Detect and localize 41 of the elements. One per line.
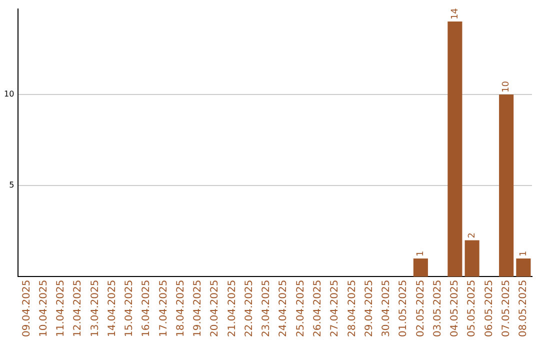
x-tick-label: 08.05.2025 xyxy=(518,280,530,338)
x-tick-label: 21.04.2025 xyxy=(226,280,238,338)
x-tick-label: 18.04.2025 xyxy=(175,280,186,338)
y-tick-label: 5 xyxy=(9,180,14,190)
x-tick-label: 10.04.2025 xyxy=(38,280,50,338)
x-tick-label: 17.04.2025 xyxy=(158,280,170,338)
x-tick-label: 01.05.2025 xyxy=(398,280,410,338)
data-label: 1 xyxy=(416,250,426,257)
x-tick-label: 02.05.2025 xyxy=(415,280,426,338)
x-tick-label: 07.05.2025 xyxy=(500,280,512,338)
x-tick-label: 05.05.2025 xyxy=(466,280,478,338)
x-tick-label: 06.05.2025 xyxy=(484,280,495,338)
data-label: 2 xyxy=(467,232,478,238)
x-tick-label: 14.04.2025 xyxy=(106,280,118,338)
x-tick-label: 22.04.2025 xyxy=(244,280,255,338)
x-tick-label: 20.04.2025 xyxy=(210,280,221,338)
x-tick-label: 27.04.2025 xyxy=(330,280,341,338)
x-tick-label: 19.04.2025 xyxy=(192,280,204,338)
x-tick-label: 15.04.2025 xyxy=(124,280,136,338)
x-tick-label: 11.04.2025 xyxy=(56,280,67,338)
bar xyxy=(516,258,531,277)
x-tick-label: 30.04.2025 xyxy=(381,280,392,338)
x-tick-label: 04.05.2025 xyxy=(450,280,461,338)
data-label: 10 xyxy=(502,80,512,92)
bar xyxy=(464,240,480,277)
x-tick-label: 28.04.2025 xyxy=(346,280,358,338)
x-tick-label: 24.04.2025 xyxy=(278,280,290,338)
x-tick-label: 03.05.2025 xyxy=(432,280,444,338)
x-tick-label: 25.04.2025 xyxy=(295,280,306,338)
x-tick-label: 16.04.2025 xyxy=(141,280,152,338)
x-tick-label: 09.04.2025 xyxy=(21,280,32,338)
data-label: 1 xyxy=(518,250,529,257)
bar xyxy=(499,94,514,277)
bar xyxy=(413,258,428,277)
x-tick-label: 12.04.2025 xyxy=(72,280,84,338)
x-tick-label: 29.04.2025 xyxy=(364,280,375,338)
x-tick-label: 23.04.2025 xyxy=(261,280,272,338)
x-tick-label: 13.04.2025 xyxy=(90,280,101,338)
data-label: 14 xyxy=(450,8,460,20)
bar xyxy=(448,22,462,277)
x-tick-label: 26.04.2025 xyxy=(312,280,324,338)
